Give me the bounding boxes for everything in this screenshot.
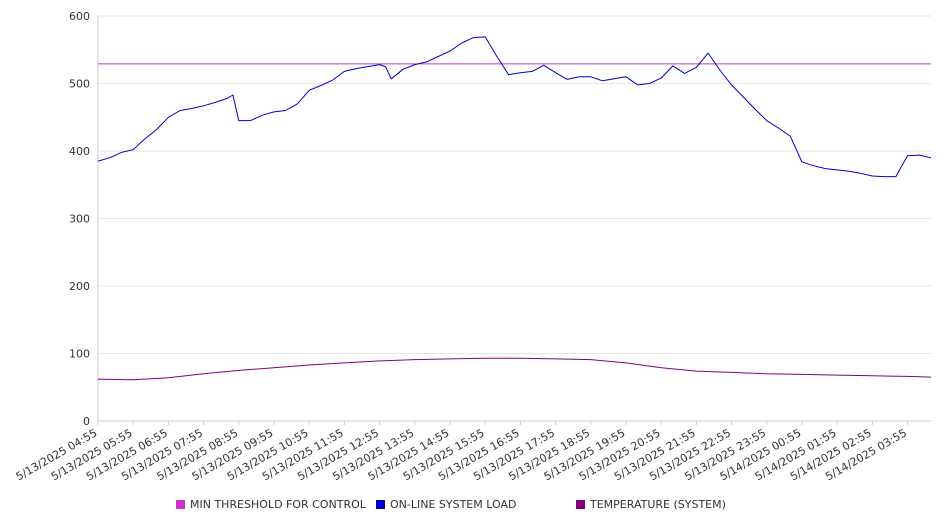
y-tick-label: 600 [69, 10, 90, 23]
y-tick-label: 300 [69, 213, 90, 226]
axes [97, 16, 931, 425]
y-tick-label: 0 [83, 415, 90, 428]
series-lines [97, 36, 932, 381]
legend-item-min-threshold[interactable]: MIN THRESHOLD FOR CONTROL [176, 498, 366, 511]
y-tick-label: 100 [69, 348, 90, 361]
y-tick-label: 400 [69, 145, 90, 158]
legend-swatch-temperature [576, 500, 585, 509]
y-tick-label: 200 [69, 280, 90, 293]
legend-item-system-load[interactable]: ON-LINE SYSTEM LOAD [376, 498, 516, 511]
legend-item-temperature[interactable]: TEMPERATURE (SYSTEM) [576, 498, 726, 511]
x-axis-tick-labels: 5/13/2025 04:555/13/2025 05:555/13/2025 … [14, 426, 909, 483]
legend-swatch-system-load [376, 500, 385, 509]
line-chart: 0 100 200 300 400 500 600 5/13/2025 04:555/13/… [14, 10, 932, 483]
grid-lines [98, 15, 931, 422]
y-axis-tick-labels: 0 100 200 300 400 500 600 [69, 10, 90, 428]
y-tick-label: 500 [69, 78, 90, 91]
legend-swatch-min-threshold [176, 500, 185, 509]
legend-label-min-threshold: MIN THRESHOLD FOR CONTROL [190, 498, 366, 511]
series-line-temperature-system [97, 357, 932, 381]
legend-label-temperature: TEMPERATURE (SYSTEM) [590, 498, 726, 511]
series-line-on-line-system-load [97, 36, 932, 178]
legend: MIN THRESHOLD FOR CONTROL ON-LINE SYSTEM… [0, 498, 946, 514]
legend-label-system-load: ON-LINE SYSTEM LOAD [390, 498, 517, 511]
